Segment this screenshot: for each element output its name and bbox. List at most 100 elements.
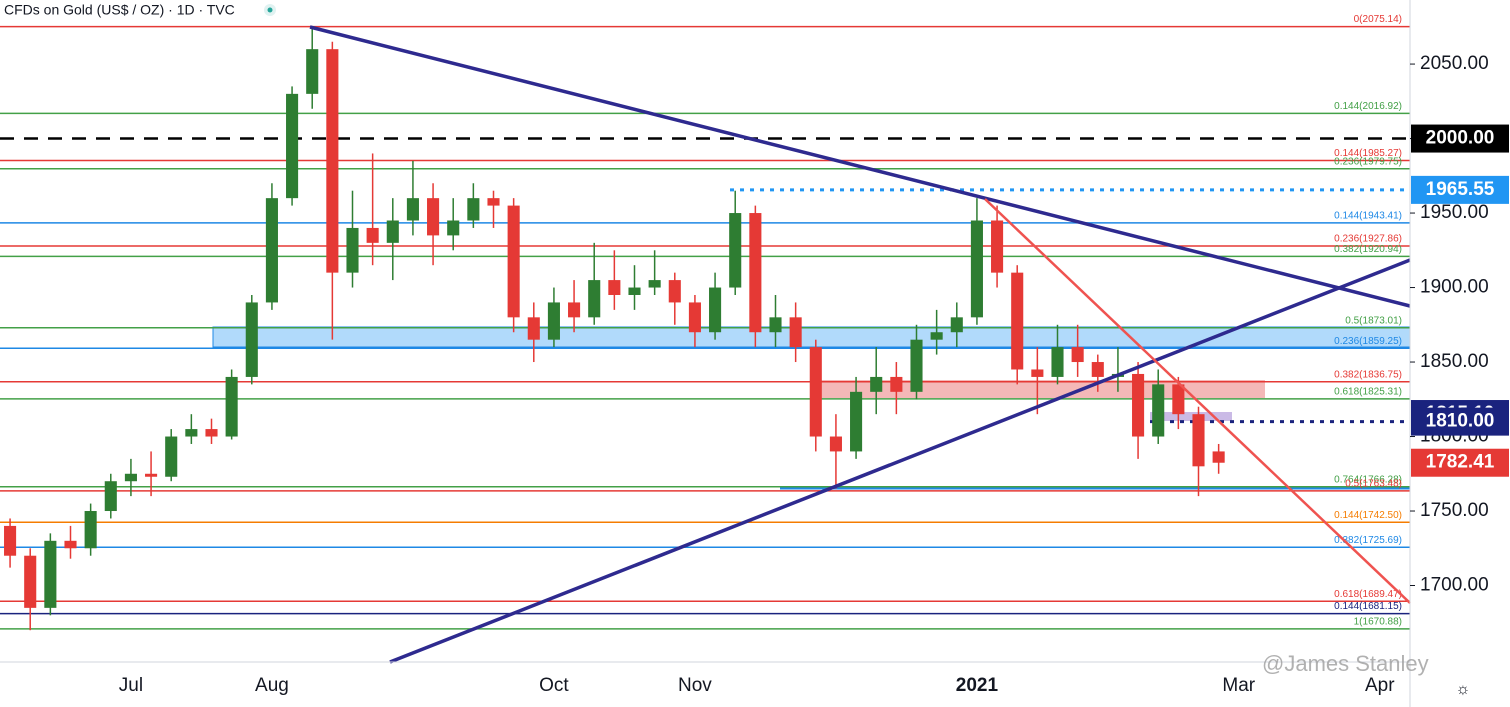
price-badge-label: 1965.55 bbox=[1426, 179, 1495, 200]
candle-body bbox=[1152, 384, 1165, 437]
candle-body bbox=[507, 205, 520, 318]
level-label: 0.144(1943.41) bbox=[1334, 211, 1402, 222]
candle-body bbox=[568, 302, 581, 318]
candle-body bbox=[165, 436, 178, 477]
consolidation-zone bbox=[1150, 412, 1232, 421]
level-label: 0.144(2016.92) bbox=[1334, 101, 1402, 112]
level-label: 0.382(1725.69) bbox=[1334, 535, 1402, 546]
candle-body bbox=[588, 280, 601, 318]
candles bbox=[4, 26, 1225, 631]
x-tick-label: 2021 bbox=[956, 675, 999, 696]
level-label: 0.144(1681.15) bbox=[1334, 601, 1402, 612]
candle-body bbox=[668, 280, 681, 303]
candle-body bbox=[104, 481, 117, 512]
candle-body bbox=[769, 317, 782, 333]
price-badge bbox=[1411, 407, 1509, 436]
candle-body bbox=[265, 198, 278, 303]
status-dot bbox=[267, 7, 273, 13]
candle-body bbox=[709, 287, 722, 333]
candle-body bbox=[44, 540, 57, 608]
level-label: 1(1670.88) bbox=[1354, 617, 1402, 628]
level-label: 0.236(1927.86) bbox=[1334, 234, 1402, 245]
price-badge-label: 1810.00 bbox=[1426, 411, 1495, 432]
candle-body bbox=[205, 429, 218, 437]
candle-body bbox=[829, 436, 842, 452]
candle-body bbox=[850, 391, 863, 452]
candle-body bbox=[870, 376, 883, 392]
candle-body bbox=[386, 220, 399, 243]
candle-body bbox=[1172, 384, 1185, 415]
price-badge-label: 2000.00 bbox=[1426, 128, 1495, 149]
candle-body bbox=[427, 198, 440, 236]
candle-body bbox=[4, 525, 17, 556]
candle-body bbox=[64, 540, 77, 549]
candle-body bbox=[890, 376, 903, 392]
candle-body bbox=[1212, 451, 1225, 463]
candle-body bbox=[970, 220, 983, 318]
level-label: 0.5(1763.48) bbox=[1345, 479, 1402, 490]
candle-body bbox=[628, 287, 641, 295]
level-label: 0.236(1979.75) bbox=[1334, 156, 1402, 167]
y-tick-label: 1950.00 bbox=[1420, 202, 1489, 223]
red-trendline bbox=[984, 198, 1411, 604]
chart-title: CFDs on Gold (US$ / OZ) · 1D · TVC bbox=[4, 2, 235, 18]
candle-body bbox=[467, 198, 480, 221]
x-tick-label: Apr bbox=[1365, 675, 1395, 696]
price-badge bbox=[1411, 175, 1509, 204]
candle-body bbox=[1031, 369, 1044, 377]
candle-body bbox=[1051, 347, 1064, 377]
level-label: 0.5(1873.01) bbox=[1345, 315, 1402, 326]
level-label: 0(2075.14) bbox=[1354, 14, 1402, 25]
candle-body bbox=[910, 339, 923, 392]
candle-body bbox=[688, 302, 701, 333]
candle-body bbox=[930, 332, 943, 340]
candle-body bbox=[245, 302, 258, 377]
level-label: 0.144(1985.27) bbox=[1334, 148, 1402, 159]
x-tick-label: Aug bbox=[255, 675, 289, 696]
candle-body bbox=[749, 213, 762, 333]
watermark: @James Stanley bbox=[1262, 651, 1429, 676]
candle-body bbox=[185, 429, 198, 437]
candle-body bbox=[809, 347, 822, 437]
y-tick-label: 1900.00 bbox=[1420, 277, 1489, 298]
candle-body bbox=[1071, 347, 1084, 363]
candle-body bbox=[326, 49, 339, 273]
candle-body bbox=[447, 220, 460, 236]
candle-body bbox=[950, 317, 963, 333]
candle-body bbox=[547, 302, 560, 340]
candle-body bbox=[366, 227, 379, 243]
candle-body bbox=[24, 555, 37, 608]
candle-body bbox=[1192, 414, 1205, 467]
resistance-zone bbox=[812, 380, 1265, 398]
price-badge bbox=[1411, 124, 1509, 153]
trendlines bbox=[309, 25, 1411, 664]
candle-body bbox=[1132, 373, 1145, 437]
candle-body bbox=[789, 317, 802, 348]
price-badge bbox=[1411, 448, 1509, 477]
candle-body bbox=[648, 280, 661, 288]
level-label: 0.618(1689.47) bbox=[1334, 589, 1402, 600]
y-tick-label: 2050.00 bbox=[1420, 53, 1489, 74]
x-tick-label: Jul bbox=[119, 675, 143, 696]
candle-body bbox=[406, 198, 419, 221]
level-label: 0.144(1742.50) bbox=[1334, 510, 1402, 521]
level-label: 0.382(1920.94) bbox=[1334, 244, 1402, 255]
y-tick-label: 1700.00 bbox=[1420, 575, 1489, 596]
candle-body bbox=[729, 213, 742, 288]
fib-levels: 0(2075.14)0.144(2016.92)0.144(1985.27)0.… bbox=[0, 14, 1410, 630]
candle-body bbox=[1091, 362, 1104, 377]
level-label: 0.236(1859.25) bbox=[1334, 336, 1402, 347]
candle-body bbox=[608, 280, 621, 295]
ascending-trendline bbox=[389, 258, 1411, 664]
x-tick-label: Mar bbox=[1222, 675, 1255, 696]
candle-body bbox=[346, 227, 359, 273]
settings-icon[interactable]: ☼ bbox=[1456, 681, 1471, 698]
descending-trendline bbox=[309, 25, 1411, 308]
level-label: 0.382(1836.75) bbox=[1334, 369, 1402, 380]
candle-body bbox=[306, 49, 319, 94]
candle-body bbox=[1011, 272, 1024, 370]
candle-body bbox=[84, 511, 97, 549]
y-tick-label: 1750.00 bbox=[1420, 500, 1489, 521]
